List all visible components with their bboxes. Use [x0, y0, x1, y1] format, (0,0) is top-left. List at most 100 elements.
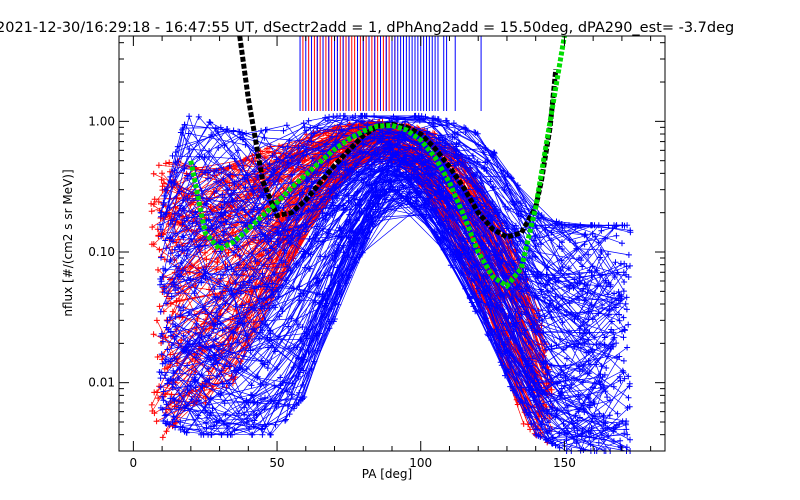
x-tick-label: 0: [130, 456, 138, 470]
blue-cross-marker: [267, 292, 274, 299]
blue-cross-marker: [250, 273, 257, 280]
blue-cross-marker: [554, 406, 561, 413]
blue-trace-line: [172, 131, 622, 302]
blue-cross-marker: [544, 429, 550, 436]
blue-cross-marker: [579, 288, 586, 295]
blue-cross-marker: [193, 320, 200, 327]
red-cross-marker: [159, 170, 165, 177]
blue-cross-marker: [563, 284, 570, 291]
blue-cross-marker: [617, 300, 623, 307]
blue-cross-marker: [213, 418, 220, 425]
blue-cross-marker: [347, 206, 353, 213]
blue-cross-marker: [258, 320, 265, 327]
blue-cross-marker: [482, 244, 489, 251]
blue-cross-marker: [210, 342, 216, 349]
blue-cross-marker: [548, 343, 555, 350]
blue-cross-marker: [581, 281, 588, 287]
blue-cross-marker: [277, 230, 284, 237]
blue-cross-marker: [585, 251, 592, 258]
blue-cross-marker: [445, 225, 452, 232]
blue-cross-marker: [242, 331, 249, 337]
blue-cross-marker: [157, 333, 164, 339]
red-cross-marker: [167, 361, 174, 368]
blue-cross-marker: [504, 170, 511, 177]
blue-cross-marker: [545, 308, 552, 314]
blue-cross-marker: [261, 233, 268, 240]
blue-cross-marker: [222, 411, 229, 418]
blue-cross-marker: [157, 276, 164, 282]
blue-cross-marker: [497, 299, 504, 306]
blue-cross-marker: [217, 248, 224, 255]
blue-cross-marker: [371, 159, 378, 166]
blue-cross-marker: [330, 169, 337, 176]
blue-cross-marker: [627, 436, 633, 443]
blue-cross-marker: [221, 194, 228, 201]
blue-trace-line: [164, 115, 617, 244]
blue-cross-marker: [259, 425, 266, 432]
blue-cross-marker: [511, 225, 518, 232]
blue-cross-marker: [250, 189, 257, 195]
blue-cross-marker: [620, 314, 627, 321]
blue-cross-marker: [172, 149, 179, 156]
blue-cross-marker: [164, 346, 171, 353]
blue-cross-marker: [623, 306, 630, 313]
blue-cross-marker: [377, 153, 384, 160]
red-cross-marker: [150, 170, 157, 177]
blue-cross-marker: [620, 357, 627, 364]
blue-cross-marker: [613, 304, 619, 311]
blue-cross-marker: [331, 187, 338, 194]
red-cross-marker: [155, 198, 162, 205]
blue-cross-marker: [349, 153, 355, 159]
red-cross-marker: [153, 418, 160, 425]
blue-cross-marker: [538, 286, 544, 293]
blue-cross-marker: [231, 187, 237, 194]
blue-cross-marker: [536, 317, 543, 323]
blue-cross-marker: [458, 251, 465, 258]
blue-cross-marker: [387, 129, 393, 136]
blue-cross-marker: [342, 186, 349, 193]
blue-cross-marker: [243, 265, 249, 272]
red-cross-marker: [548, 386, 555, 393]
blue-cross-marker: [599, 302, 606, 309]
blue-cross-marker: [198, 431, 205, 438]
blue-cross-marker: [220, 272, 227, 279]
blue-cross-marker: [266, 161, 273, 168]
blue-cross-marker: [200, 273, 207, 280]
blue-cross-marker: [541, 313, 548, 320]
blue-cross-marker: [255, 210, 262, 217]
blue-cross-marker: [296, 389, 303, 396]
blue-cross-marker: [381, 176, 388, 183]
blue-cross-marker: [585, 308, 592, 315]
blue-cross-marker: [189, 220, 196, 227]
blue-cross-marker: [235, 261, 242, 268]
blue-cross-marker: [163, 245, 170, 252]
blue-cross-marker: [246, 277, 253, 284]
blue-cross-marker: [215, 144, 222, 151]
blue-trace-line: [177, 188, 620, 438]
blue-cross-marker: [608, 343, 614, 350]
red-cross-marker: [150, 331, 157, 338]
blue-cross-marker: [510, 288, 517, 295]
y-tick-label: 1.00: [88, 114, 115, 128]
blue-cross-marker: [167, 250, 174, 257]
blue-cross-marker: [601, 342, 608, 349]
red-cross-marker: [148, 241, 155, 248]
blue-cross-marker: [581, 340, 588, 347]
blue-cross-marker: [590, 434, 597, 441]
blue-cross-marker: [625, 321, 632, 328]
blue-cross-marker: [231, 155, 238, 162]
blue-cross-marker: [625, 394, 632, 401]
blue-cross-marker: [267, 431, 274, 438]
blue-cross-marker: [307, 265, 313, 272]
blue-cross-marker: [377, 189, 384, 196]
blue-cross-marker: [266, 327, 273, 334]
blue-cross-marker: [162, 186, 169, 193]
blue-cross-marker: [265, 250, 272, 257]
red-cross-marker: [149, 224, 156, 231]
blue-cross-marker: [471, 262, 478, 269]
blue-cross-marker: [432, 230, 439, 237]
blue-trace-line: [186, 192, 600, 428]
blue-cross-marker: [181, 121, 188, 128]
blue-cross-marker: [575, 315, 581, 322]
blue-cross-marker: [293, 401, 300, 408]
